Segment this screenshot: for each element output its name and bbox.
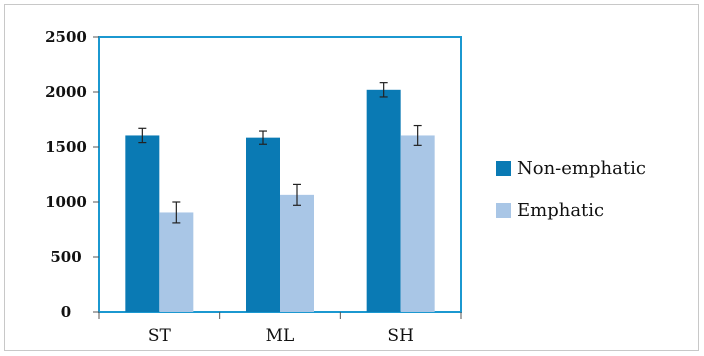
- legend-label: Emphatic: [517, 200, 604, 221]
- y-tick-label: 1000: [45, 193, 87, 211]
- legend-swatch: [496, 161, 511, 176]
- bar-st-emphatic: [159, 212, 194, 312]
- legend-swatch: [496, 203, 511, 218]
- bar-st-non-emphatic: [125, 135, 160, 312]
- x-category-label: ST: [148, 326, 172, 346]
- bar-ml-non-emphatic: [246, 137, 280, 312]
- bar-sh-non-emphatic: [366, 89, 401, 312]
- bar-ml-emphatic: [280, 194, 314, 312]
- x-category-label: SH: [387, 326, 413, 346]
- y-tick-label: 2000: [45, 83, 87, 101]
- chart-frame: [4, 4, 699, 351]
- y-tick-label: 500: [50, 248, 81, 266]
- y-tick-label: 2500: [45, 28, 87, 46]
- bar-sh-emphatic: [400, 135, 435, 312]
- x-category-label: ML: [266, 326, 295, 346]
- y-tick-label: 0: [61, 303, 71, 321]
- legend-label: Non-emphatic: [517, 158, 646, 179]
- y-tick-label: 1500: [45, 138, 87, 156]
